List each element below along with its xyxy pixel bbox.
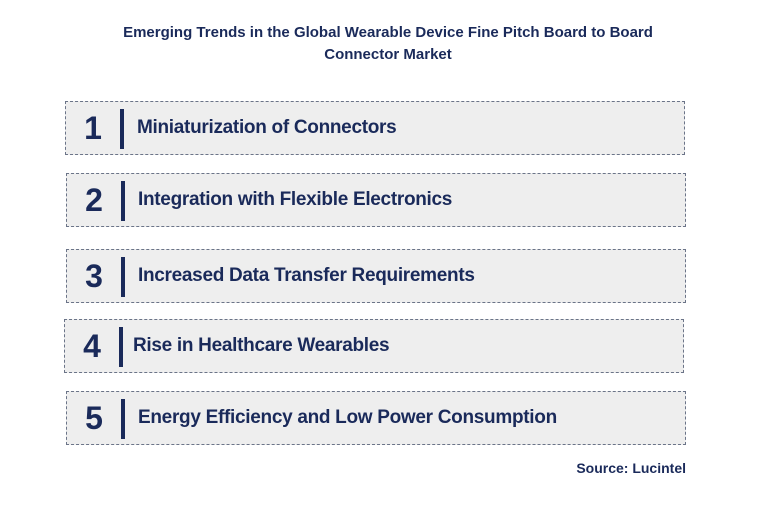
trend-divider-bar: [121, 399, 125, 439]
trend-divider-bar: [121, 257, 125, 297]
trend-item-3: 3 Increased Data Transfer Requirements: [66, 249, 686, 303]
trend-label: Energy Efficiency and Low Power Consumpt…: [138, 407, 557, 428]
chart-title-line-2: Connector Market: [324, 46, 452, 63]
trend-label: Increased Data Transfer Requirements: [138, 265, 475, 286]
trend-item-1: 1 Miniaturization of Connectors: [65, 101, 685, 155]
trend-divider-bar: [119, 327, 123, 367]
trend-divider-bar: [121, 181, 125, 221]
trend-number: 5: [85, 399, 103, 436]
trend-label: Miniaturization of Connectors: [137, 117, 397, 138]
trend-label: Integration with Flexible Electronics: [138, 189, 453, 210]
trend-number: 3: [85, 257, 103, 294]
trend-item-5: 5 Energy Efficiency and Low Power Consum…: [66, 391, 686, 445]
trend-item-4: 4 Rise in Healthcare Wearables: [64, 319, 684, 373]
chart-title-line-1: Emerging Trends in the Global Wearable D…: [123, 24, 653, 41]
trend-label: Rise in Healthcare Wearables: [133, 335, 390, 356]
chart-title: Emerging Trends in the Global Wearable D…: [0, 22, 776, 66]
trend-divider-bar: [120, 109, 124, 149]
source-note: Source: Lucintel: [576, 460, 686, 476]
trend-number: 1: [84, 109, 102, 146]
trend-number: 4: [83, 327, 101, 364]
trend-number: 2: [85, 181, 103, 218]
trend-item-2: 2 Integration with Flexible Electronics: [66, 173, 686, 227]
